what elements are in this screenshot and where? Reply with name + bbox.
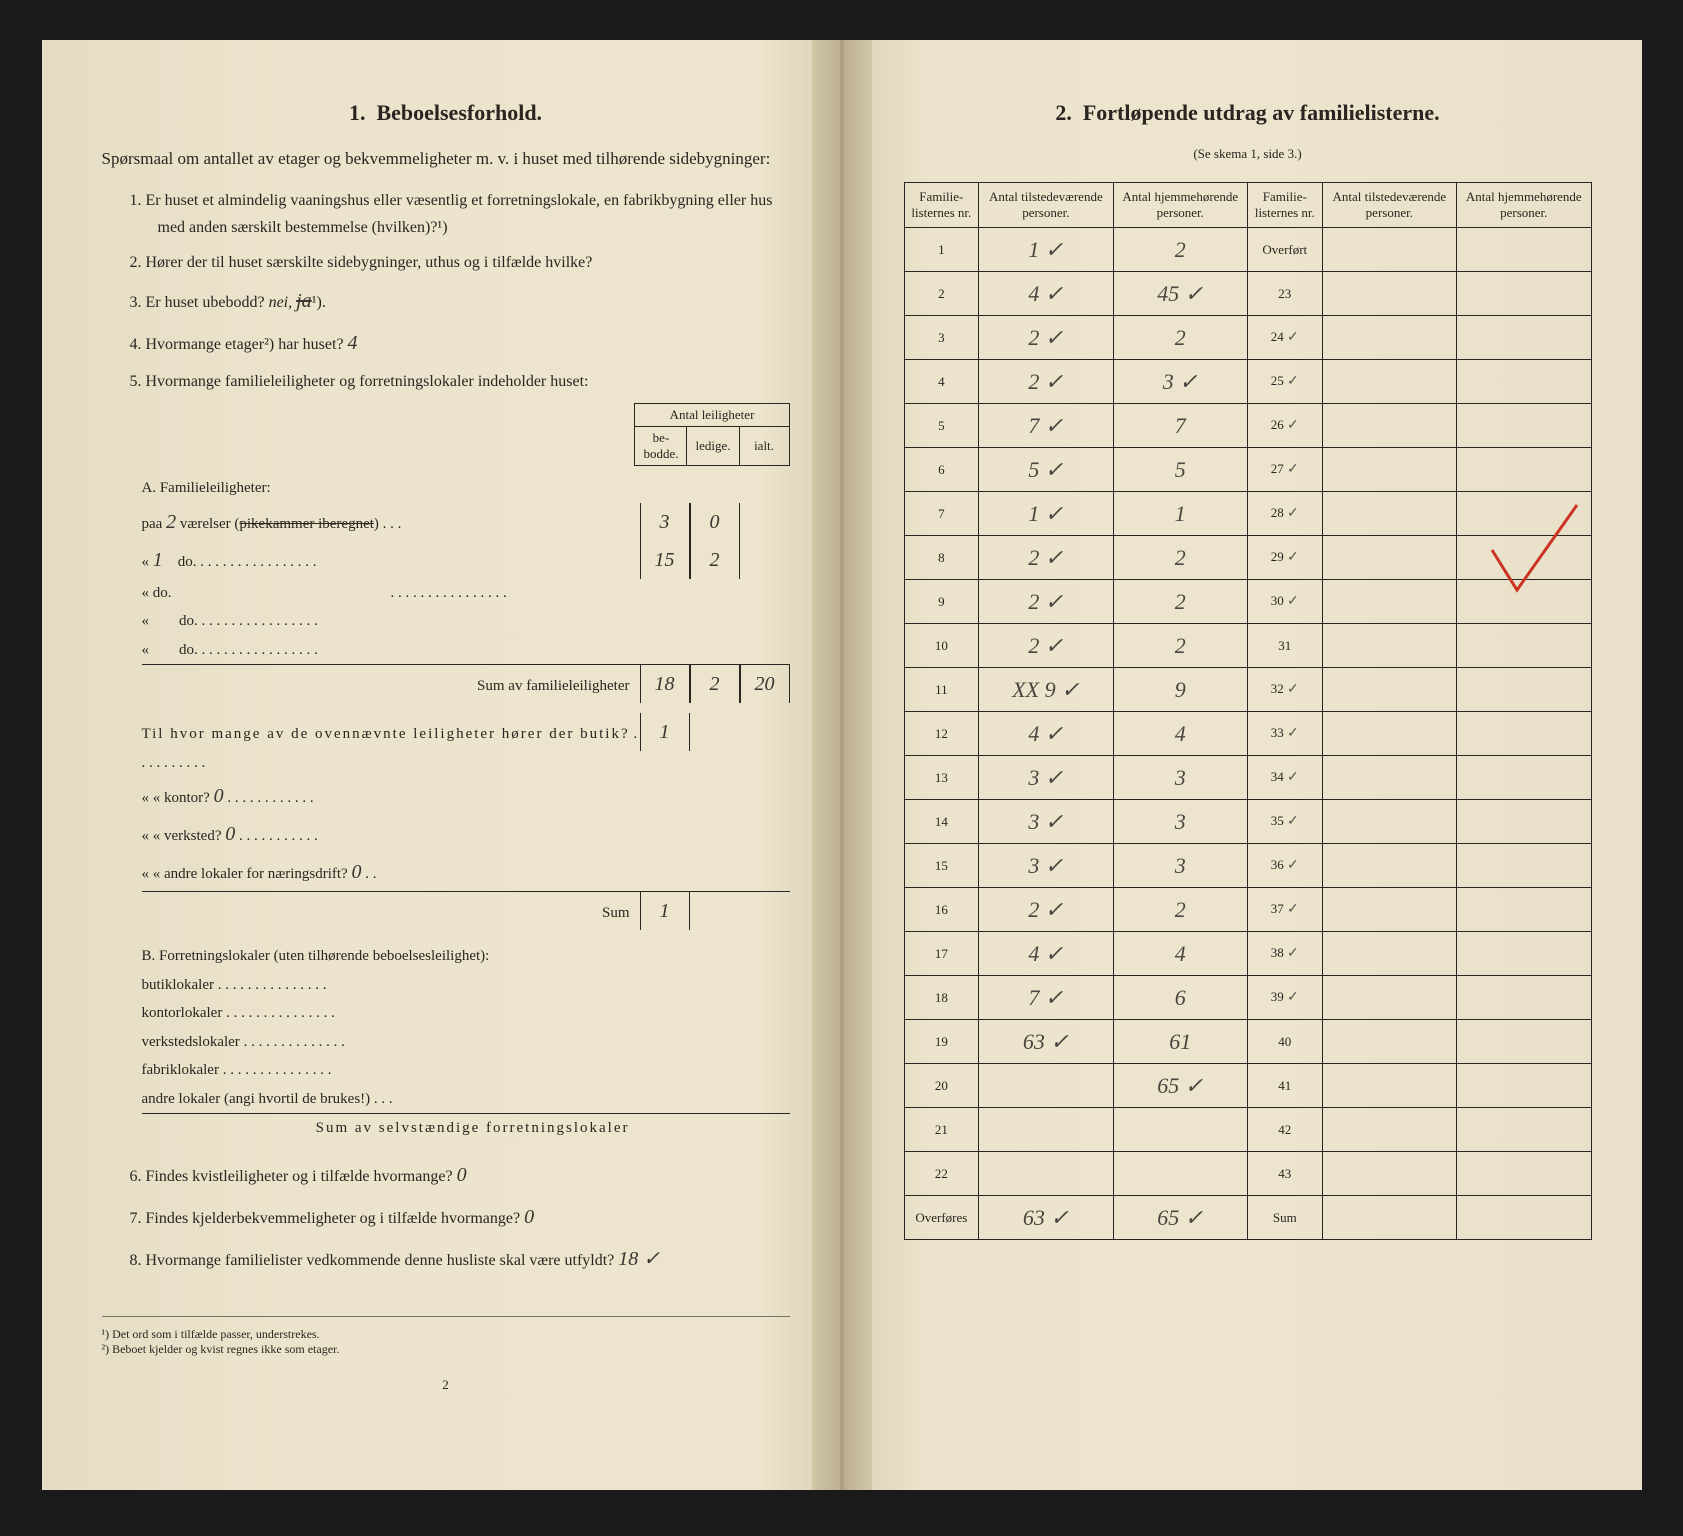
family-list-table: Familie- listernes nr. Antal tilstedevær…: [904, 182, 1592, 1240]
table-row: 7 1 ✓ 1 28 ✓: [904, 492, 1591, 536]
right-subtitle: (Se skema 1, side 3.): [904, 146, 1592, 162]
table-row: 9 2 ✓ 2 30 ✓: [904, 580, 1591, 624]
row-a2: « 1 do. . . . . . . . . . . . . . . . . …: [142, 541, 790, 579]
sum-b: Sum av selvstændige forretningslokaler: [142, 1113, 790, 1143]
row-a-blank3: « do. . . . . . . . . . . . . . . . .: [142, 636, 790, 665]
th-nr2: Familie- listernes nr.: [1247, 183, 1322, 228]
table-row: 18 7 ✓ 6 39 ✓: [904, 976, 1591, 1020]
table-row: 2 4 ✓ 45 ✓ 23: [904, 272, 1591, 316]
butik-row: Til hvor mange av de ovennævnte leilighe…: [142, 713, 790, 777]
table-row: 5 7 ✓ 7 26 ✓: [904, 404, 1591, 448]
b2: kontorlokaler . . . . . . . . . . . . . …: [142, 999, 790, 1028]
q7: 7. Findes kjelderbekvemmeligheter og i t…: [130, 1200, 790, 1234]
kontor-row: « « kontor? 0 . . . . . . . . . . . .: [142, 777, 790, 815]
table-row: 13 3 ✓ 3 34 ✓: [904, 756, 1591, 800]
table-row: 14 3 ✓ 3 35 ✓: [904, 800, 1591, 844]
right-heading: 2. Fortløpende utdrag av familielisterne…: [904, 100, 1592, 126]
table-row: 6 5 ✓ 5 27 ✓: [904, 448, 1591, 492]
b4: fabriklokaler . . . . . . . . . . . . . …: [142, 1056, 790, 1085]
table-row: 22 43: [904, 1152, 1591, 1196]
section-a: A. Familieleiligheter: paa 2 værelser (p…: [142, 474, 790, 1143]
table-row: 3 2 ✓ 2 24 ✓: [904, 316, 1591, 360]
mini-table-header: Antal leiligheter be- bodde. ledige. ial…: [634, 403, 789, 466]
right-page: 2. Fortløpende utdrag av familielisterne…: [842, 40, 1642, 1490]
q1: 1. Er huset et almindelig vaaningshus el…: [130, 187, 790, 241]
table-row: 20 65 ✓ 41: [904, 1064, 1591, 1108]
table-row: 11 XX 9 ✓ 9 32 ✓: [904, 668, 1591, 712]
questions-6-8: 6. Findes kvistleiligheter og i tilfælde…: [102, 1158, 790, 1276]
table-row: 8 2 ✓ 2 29 ✓: [904, 536, 1591, 580]
sum-a: Sum av familieleiligheter 18 2 20: [142, 664, 790, 703]
left-page-num: 2: [102, 1377, 790, 1393]
table-row: 1 1 ✓ 2 Overført: [904, 228, 1591, 272]
table-row: 12 4 ✓ 4 33 ✓: [904, 712, 1591, 756]
section-a-title: A. Familieleiligheter:: [142, 474, 790, 503]
b1: butiklokaler . . . . . . . . . . . . . .…: [142, 971, 790, 1000]
left-heading: 1. Beboelsesforhold.: [102, 100, 790, 126]
b5: andre lokaler (angi hvortil de brukes!) …: [142, 1085, 790, 1114]
table-row: 4 2 ✓ 3 ✓ 25 ✓: [904, 360, 1591, 404]
b3: verkstedslokaler . . . . . . . . . . . .…: [142, 1028, 790, 1057]
fn1: ¹) Det ord som i tilfælde passer, unders…: [102, 1327, 790, 1342]
left-page: 1. Beboelsesforhold. Spørsmaal om antall…: [42, 40, 842, 1490]
q8: 8. Hvormange familielister vedkommende d…: [130, 1242, 790, 1276]
table-row: 10 2 ✓ 2 31: [904, 624, 1591, 668]
th-present1: Antal tilstedeværende personer.: [979, 183, 1113, 228]
row-a-blank1: « do. . . . . . . . . . . . . . . . .: [142, 579, 790, 608]
th-home1: Antal hjemmehørende personer.: [1113, 183, 1247, 228]
section-b-title: B. Forretningslokaler (uten tilhørende b…: [142, 942, 790, 971]
q4: 4. Hvormange etager²) har huset? 4: [130, 326, 790, 360]
footnotes: ¹) Det ord som i tilfælde passer, unders…: [102, 1316, 790, 1357]
th-home2: Antal hjemmehørende personer.: [1457, 183, 1591, 228]
fn2: ²) Beboet kjelder og kvist regnes ikke s…: [102, 1342, 790, 1357]
table-row: 16 2 ✓ 2 37 ✓: [904, 888, 1591, 932]
row-a1: paa 2 værelser (pikekammer iberegnet) . …: [142, 503, 790, 541]
th-nr1: Familie- listernes nr.: [904, 183, 979, 228]
q2: 2. Hører der til huset særskilte sidebyg…: [130, 249, 790, 276]
table-row: 19 63 ✓ 61 40: [904, 1020, 1591, 1064]
q6: 6. Findes kvistleiligheter og i tilfælde…: [130, 1158, 790, 1192]
q5: 5. Hvormange familieleiligheter og forre…: [130, 368, 790, 395]
th-present2: Antal tilstedeværende personer.: [1322, 183, 1456, 228]
question-list: 1. Er huset et almindelig vaaningshus el…: [102, 187, 790, 396]
sum-small: Sum 1: [142, 891, 790, 930]
row-a-blank2: « do. . . . . . . . . . . . . . . . .: [142, 607, 790, 636]
intro-text: Spørsmaal om antallet av etager og bekve…: [102, 146, 790, 172]
table-row: 21 42: [904, 1108, 1591, 1152]
document-spread: 1. Beboelsesforhold. Spørsmaal om antall…: [42, 40, 1642, 1490]
verksted-row: « « verksted? 0 . . . . . . . . . . .: [142, 815, 790, 853]
q3: 3. Er huset ubebodd? nei, ja¹).: [130, 284, 790, 318]
book-spine: [812, 40, 872, 1490]
andre-row: « « andre lokaler for næringsdrift? 0 . …: [142, 853, 790, 891]
table-footer: Overføres 63 ✓ 65 ✓ Sum: [904, 1196, 1591, 1240]
table-row: 15 3 ✓ 3 36 ✓: [904, 844, 1591, 888]
table-row: 17 4 ✓ 4 38 ✓: [904, 932, 1591, 976]
